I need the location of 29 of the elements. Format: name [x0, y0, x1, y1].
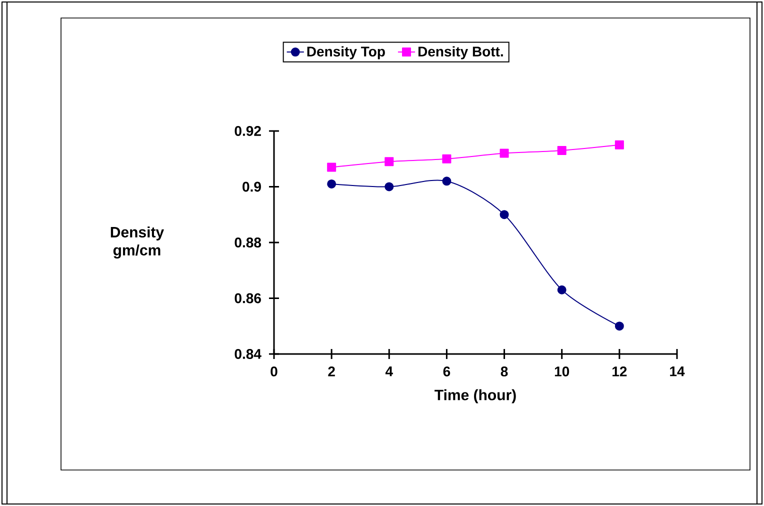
y-tick-label: 0.9 [242, 182, 261, 192]
x-tick-label: 0 [270, 366, 278, 376]
x-tick-label: 2 [328, 366, 335, 376]
point [327, 162, 336, 172]
x-axis-title: Time (hour) [434, 389, 516, 404]
x-tick-label: 14 [670, 366, 685, 376]
x-tick-label: 6 [443, 366, 450, 376]
point [327, 179, 336, 188]
point [384, 157, 394, 166]
y-tick-label: 0.88 [234, 238, 262, 248]
y-tick-label: 0.92 [234, 126, 261, 136]
x-tick-label: 4 [385, 366, 393, 376]
y-tick-label: 0.84 [234, 349, 262, 359]
point [557, 285, 566, 294]
point [500, 148, 509, 158]
point [442, 154, 452, 164]
x-tick-label: 12 [612, 366, 627, 376]
y-tick-label: 0.86 [234, 293, 261, 304]
point [614, 322, 624, 331]
point [500, 210, 509, 220]
legend-label: Density Bott. [418, 46, 503, 60]
x-tick-label: 10 [554, 366, 570, 376]
x-tick-label: 8 [500, 366, 508, 376]
point [384, 182, 394, 192]
point [614, 140, 624, 150]
point [557, 146, 566, 156]
y-axis-title: Density gm/cm [110, 226, 164, 259]
legend-label: Density Top [307, 46, 385, 60]
point [442, 176, 452, 186]
